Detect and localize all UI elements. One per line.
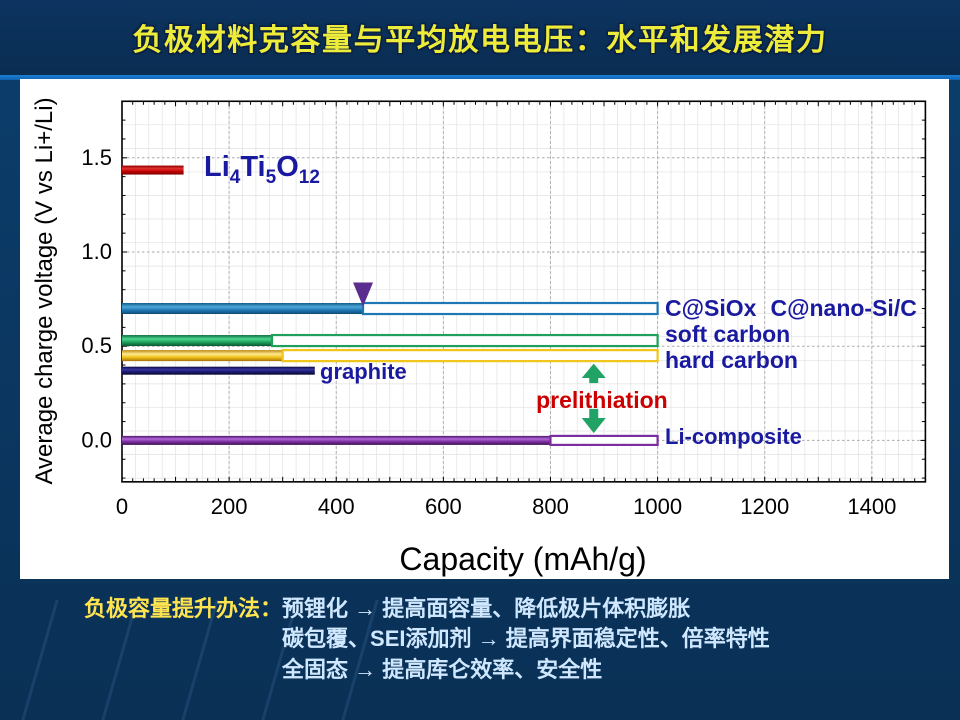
svg-text:1200: 1200 bbox=[740, 494, 789, 519]
svg-text:Li-composite: Li-composite bbox=[665, 424, 802, 449]
svg-text:400: 400 bbox=[318, 494, 355, 519]
svg-text:800: 800 bbox=[532, 494, 569, 519]
svg-text:0.0: 0.0 bbox=[81, 427, 112, 452]
svg-text:soft carbon: soft carbon bbox=[665, 321, 790, 347]
svg-text:Average charge voltage (V vs L: Average charge voltage (V vs Li+/Li) bbox=[31, 97, 58, 484]
svg-text:hard carbon: hard carbon bbox=[665, 347, 798, 373]
svg-text:1000: 1000 bbox=[633, 494, 682, 519]
svg-text:200: 200 bbox=[211, 494, 248, 519]
svg-text:Capacity (mAh/g): Capacity (mAh/g) bbox=[399, 541, 646, 577]
svg-text:0: 0 bbox=[116, 494, 128, 519]
svg-text:1.0: 1.0 bbox=[81, 239, 112, 264]
svg-text:prelithiation: prelithiation bbox=[536, 387, 668, 413]
svg-text:graphite: graphite bbox=[320, 359, 407, 384]
svg-text:0.5: 0.5 bbox=[81, 333, 112, 358]
svg-text:1400: 1400 bbox=[847, 494, 896, 519]
svg-text:1.5: 1.5 bbox=[81, 145, 112, 170]
svg-text:600: 600 bbox=[425, 494, 462, 519]
